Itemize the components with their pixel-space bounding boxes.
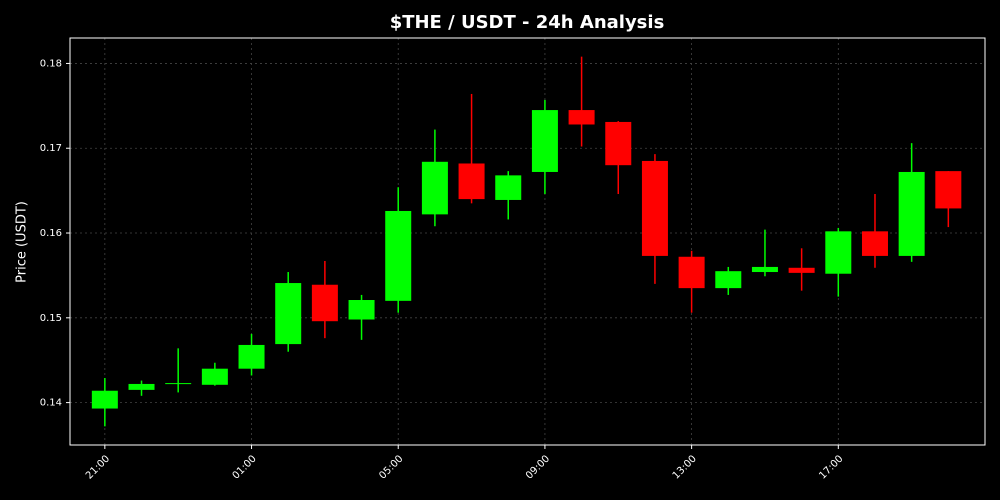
candle-body	[238, 344, 265, 369]
plot-frame	[69, 37, 986, 446]
candle-body	[128, 383, 155, 390]
y-tick-label: 0.16	[40, 228, 62, 239]
candle-body	[311, 284, 338, 322]
candle-body	[898, 171, 925, 256]
candle-body	[641, 160, 668, 256]
candle-body	[165, 383, 192, 385]
candle-body	[348, 300, 375, 320]
candle-body	[935, 171, 962, 209]
candle-body	[458, 163, 485, 200]
y-axis-label: Price (USDT)	[15, 201, 30, 283]
candle-body	[421, 161, 448, 215]
candle-body	[385, 210, 412, 301]
candle-body	[678, 256, 705, 289]
candle-body	[91, 390, 118, 409]
candle-body	[568, 110, 595, 125]
chart-title: $THE / USDT - 24h Analysis	[390, 12, 665, 33]
candle-body	[495, 175, 522, 200]
candle-body	[825, 231, 852, 274]
candle-body	[605, 121, 632, 166]
y-tick-label: 0.15	[40, 313, 62, 324]
candle-body	[715, 271, 742, 289]
y-tick-label: 0.18	[40, 58, 62, 69]
candle-body	[201, 368, 228, 385]
candle-body	[788, 267, 815, 273]
y-tick-label: 0.17	[40, 143, 62, 154]
candle-body	[531, 110, 558, 172]
candle-body	[861, 231, 888, 256]
candle-body	[275, 283, 302, 345]
candle-body	[751, 266, 778, 273]
y-tick-label: 0.14	[40, 398, 62, 409]
